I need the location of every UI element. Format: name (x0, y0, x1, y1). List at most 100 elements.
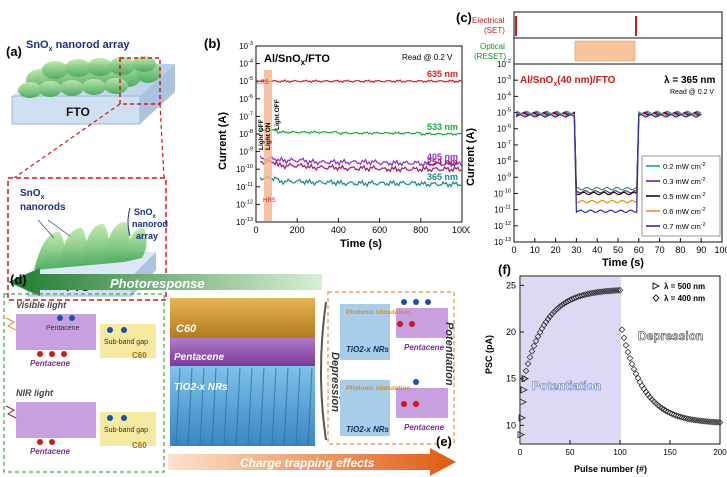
x-tick-label: 200 (713, 448, 727, 457)
y-tick-label: 10-10 (236, 164, 253, 174)
photoresponse-arrow (8, 268, 322, 296)
y-tick-label: 10-5 (497, 108, 511, 118)
svg-text:Sub-band gap: Sub-band gap (104, 427, 148, 434)
diamond-point (660, 406, 668, 413)
diamond-point (666, 409, 674, 417)
diamond-point (644, 391, 652, 399)
panel-c-chart: (c) Electrical (SET) Optical (RESET) Al/… (456, 10, 727, 269)
diamond-point (530, 342, 538, 350)
svg-text:Electrical: Electrical (472, 16, 505, 25)
diamond-point (702, 418, 710, 425)
diamond-point (548, 310, 556, 318)
diamond-point (680, 414, 688, 422)
series-label: 254 nm (427, 157, 458, 167)
svg-text:C60: C60 (132, 441, 147, 450)
svg-text:Potentiation: Potentiation (532, 379, 601, 393)
svg-text:C60: C60 (176, 323, 197, 335)
y-tick-label: 10-3 (239, 41, 253, 51)
series-label: 533 nm (427, 122, 458, 132)
diamond-point (672, 412, 680, 419)
layer-stack: C60 Pentacene TiO2-x NRs (170, 298, 315, 447)
diamond-point (582, 291, 590, 298)
diamond-point (716, 419, 724, 426)
legend-label: 0.7 mW cm-2 (663, 222, 706, 231)
x-tick-label: 40 (592, 245, 602, 255)
triangle-point (518, 414, 526, 422)
svg-text:SnOx nanorod array: SnOx nanorod array (26, 39, 130, 53)
svg-text:Pulse number (#): Pulse number (#) (574, 464, 647, 474)
x-tick-label: 60 (634, 245, 644, 255)
y-tick-label: 10-10 (494, 188, 511, 198)
x-tick-label: 800 (413, 225, 428, 235)
diamond-point (694, 417, 702, 424)
diamond-point (534, 333, 542, 340)
panel-b-chart: (b) Al/SnOx/FTO Read @ 0.2 V 10-3 10-4 10-… (204, 36, 470, 250)
svg-text:Time (s): Time (s) (602, 257, 644, 269)
svg-text:Sub-band gap: Sub-band gap (104, 339, 148, 346)
diamond-point (520, 375, 528, 382)
diamond-point (676, 413, 684, 421)
svg-text:PSC (pA): PSC (pA) (484, 335, 494, 374)
diamond-point (552, 306, 560, 314)
svg-text:NIR light: NIR light (16, 388, 54, 398)
potentiation-region (521, 277, 621, 443)
diamond-point (670, 411, 678, 418)
x-tick-label: 90 (696, 245, 706, 255)
diamond-point (624, 348, 632, 356)
diamond-point (622, 342, 630, 349)
series-label: 405 nm (427, 152, 458, 162)
diamond-point (710, 418, 718, 426)
diamond-point (550, 308, 558, 316)
series-line-533-nm (259, 128, 462, 136)
svg-text:Pentacene: Pentacene (174, 352, 224, 363)
x-tick-label: 100 (714, 245, 727, 255)
x-tick-label: 600 (372, 225, 387, 235)
x-tick-label: 150 (663, 448, 677, 457)
svg-text:Current (A): Current (A) (217, 112, 229, 170)
diamond-point (696, 417, 704, 425)
svg-text:LRS: LRS (257, 80, 269, 86)
diamond-point (580, 291, 588, 299)
panel-de: Photoresponse (d) Visible light Pentacen… (3, 268, 456, 476)
diamond-point (558, 301, 566, 309)
x-tick-label: 30 (571, 245, 581, 255)
diamond-point (674, 412, 682, 420)
svg-text:TiO2-x NRs: TiO2-x NRs (346, 345, 390, 354)
reset-window (574, 40, 636, 62)
triangle-point (517, 431, 525, 439)
svg-text:Optical: Optical (480, 42, 505, 51)
svg-text:Time (s): Time (s) (340, 238, 382, 250)
svg-text:array: array (136, 231, 158, 241)
x-tick-label: 80 (675, 245, 685, 255)
charge-trapping-arrow (168, 448, 456, 476)
diamond-point (532, 337, 540, 345)
y-tick-label: 15 (506, 374, 516, 384)
zoom-box-small (119, 57, 161, 105)
svg-text:Photonic stimulation: Photonic stimulation (346, 385, 410, 392)
diamond-point (700, 417, 708, 425)
legend-label: 0.6 mW cm-2 (663, 207, 706, 216)
x-tick-label: 10 (530, 245, 540, 255)
diamond-point (692, 416, 700, 424)
y-tick-label: 10-11 (236, 182, 253, 192)
svg-text:Read @ 0.2 V: Read @ 0.2 V (670, 89, 714, 96)
svg-text:Photoresponse: Photoresponse (110, 276, 205, 291)
svg-text:Read @ 0.2 V: Read @ 0.2 V (402, 53, 453, 62)
diamond-point (526, 353, 534, 361)
diamond-point (630, 365, 638, 373)
diamond-point (620, 334, 628, 342)
diamond-point (546, 313, 554, 320)
series-line (515, 113, 702, 214)
svg-text:Al/SnOx(40 nm)/FTO: Al/SnOx(40 nm)/FTO (520, 75, 616, 88)
diamond-point (678, 414, 686, 421)
legend-label: 0.3 mW cm-2 (663, 177, 706, 186)
svg-text:λ = 365 nm: λ = 365 nm (664, 75, 716, 86)
diamond-point (688, 416, 696, 423)
diamond-point (528, 348, 536, 355)
diamond-point (618, 326, 626, 334)
y-tick-label: 10-9 (497, 172, 511, 182)
y-tick-label: 10-7 (497, 140, 511, 150)
svg-text:Potentiation: Potentiation (443, 322, 455, 386)
svg-text:Photonic stimulation: Photonic stimulation (346, 309, 410, 316)
svg-text:Charge trapping effects: Charge trapping effects (240, 456, 375, 470)
